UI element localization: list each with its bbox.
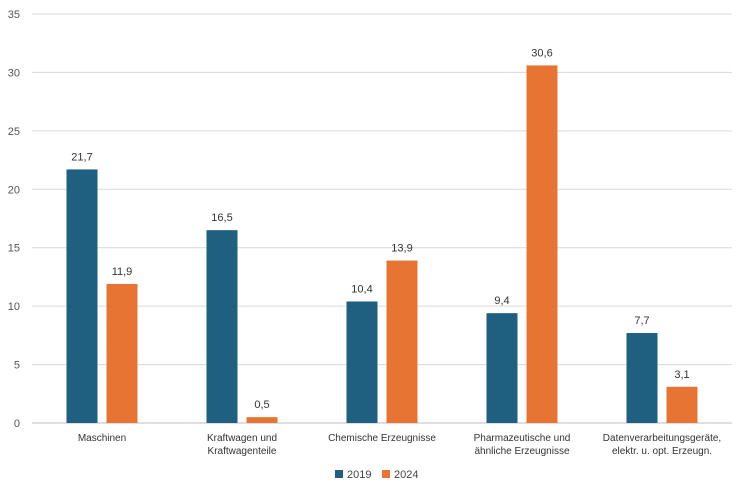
- data-label-2019: 16,5: [211, 212, 232, 224]
- bar-2019: [626, 333, 658, 423]
- y-tick-label: 0: [14, 418, 20, 430]
- bar-2024: [106, 283, 138, 423]
- data-label-2019: 7,7: [634, 315, 649, 327]
- bar-2019: [486, 313, 518, 423]
- category-label: elektr. u. opt. Erzeugn.: [612, 446, 712, 457]
- bars: [66, 65, 698, 423]
- legend: 2019 2024: [335, 469, 418, 481]
- legend-swatch-2019: [335, 470, 343, 478]
- bar-2024: [666, 386, 698, 423]
- category-label: ähnliche Erzeugnisse: [474, 446, 569, 457]
- data-label-2019: 9,4: [494, 295, 509, 307]
- data-label-2024: 0,5: [254, 399, 269, 411]
- data-label-2024: 30,6: [531, 47, 552, 59]
- category-label: Chemische Erzeugnisse: [328, 433, 436, 444]
- category-label: Pharmazeutische und: [474, 433, 571, 444]
- x-axis-categories: Maschinen Kraftwagen und Kraftwagenteile Ch…: [78, 433, 721, 457]
- data-label-2019: 10,4: [351, 283, 372, 295]
- bar-2019: [66, 169, 98, 423]
- y-tick-label: 25: [8, 126, 20, 138]
- y-tick-label: 15: [8, 243, 20, 255]
- bar-2024: [386, 260, 418, 423]
- bar-2024: [526, 65, 558, 423]
- y-tick-label: 5: [14, 360, 20, 372]
- legend-swatch-2024: [382, 470, 390, 478]
- data-label-2024: 11,9: [112, 266, 133, 278]
- y-axis-ticks: 0 5 10 15 20 25 30 35: [8, 9, 20, 430]
- y-tick-label: 20: [8, 184, 20, 196]
- data-labels: 21,7 11,9 16,5 0,5 10,4 13,9 9,4 30,6 7,7 3,1: [71, 47, 689, 411]
- legend-label-2019: 2019: [347, 469, 371, 481]
- data-label-2024: 3,1: [674, 369, 689, 381]
- category-label: Kraftwagen und: [207, 433, 277, 444]
- category-label: Datenverarbeitungsgeräte,: [603, 433, 721, 444]
- gridlines: [32, 13, 732, 424]
- bar-2024: [246, 417, 278, 423]
- data-label-2024: 13,9: [391, 243, 412, 255]
- category-label: Kraftwagenteile: [208, 446, 277, 457]
- bar-2019: [206, 230, 238, 423]
- y-tick-label: 35: [8, 9, 20, 21]
- legend-label-2024: 2024: [394, 469, 418, 481]
- category-label: Maschinen: [78, 433, 126, 444]
- bar-2019: [346, 301, 378, 423]
- y-tick-label: 30: [8, 67, 20, 79]
- data-label-2019: 21,7: [71, 151, 92, 163]
- y-tick-label: 10: [8, 301, 20, 313]
